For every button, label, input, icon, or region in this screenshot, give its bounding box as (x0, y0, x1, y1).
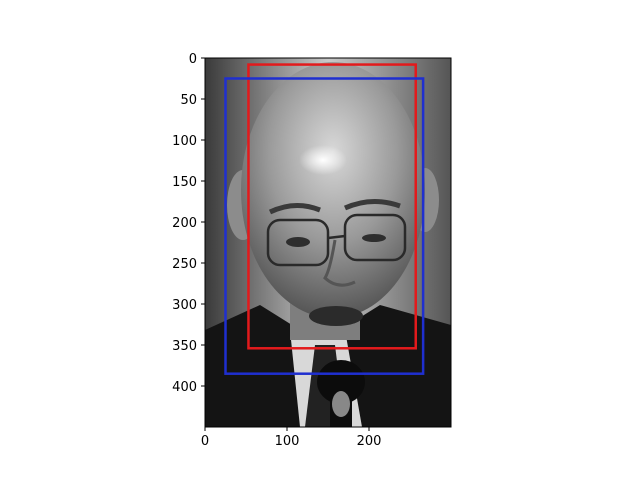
x-tick-label: 0 (201, 434, 209, 449)
x-axis-ticks: 0 100 200 (201, 427, 382, 449)
x-tick-label: 100 (275, 434, 300, 449)
y-axis-ticks: 0 50 100 150 200 250 300 350 400 (172, 52, 205, 395)
y-tick-label: 300 (172, 298, 197, 313)
red-bounding-box (247, 63, 417, 350)
y-tick-label: 400 (172, 380, 197, 395)
x-tick-label: 200 (357, 434, 382, 449)
y-tick-label: 350 (172, 339, 197, 354)
y-tick-label: 150 (172, 175, 197, 190)
y-tick-label: 200 (172, 216, 197, 231)
y-tick-label: 100 (172, 134, 197, 149)
y-tick-label: 250 (172, 257, 197, 272)
axes-frame (204, 57, 452, 428)
y-tick-label: 50 (180, 93, 197, 108)
portrait-image (205, 58, 451, 427)
bounding-boxes (224, 63, 425, 375)
y-tick-label: 0 (189, 52, 197, 67)
blue-bounding-box (224, 77, 425, 375)
